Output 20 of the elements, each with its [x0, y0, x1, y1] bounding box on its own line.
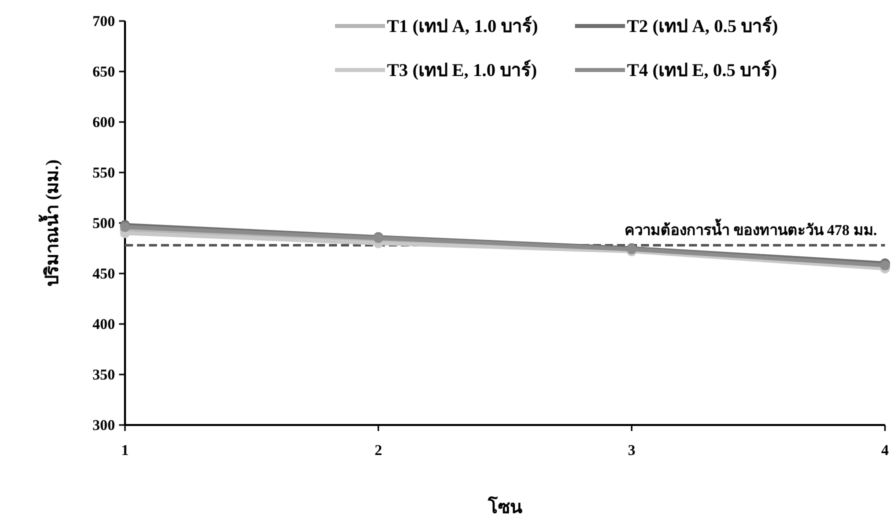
x-tick-label: 2: [374, 443, 382, 459]
y-axis-title: ปริมาณน้ำ (มม.): [38, 160, 62, 286]
y-tick-label: 700: [92, 14, 115, 30]
x-tick-label: 3: [628, 443, 636, 459]
y-tick-label: 350: [92, 368, 115, 384]
legend-label: T1 (เทป A, 1.0 บาร์): [387, 15, 538, 36]
ref-line-label: ความต้องการน้ำ ของทานตะวัน 478 มม.: [624, 218, 878, 240]
y-tick-label: 500: [92, 216, 115, 232]
y-tick-label: 650: [92, 64, 115, 80]
y-tick-label: 450: [92, 266, 115, 282]
legend-label: T3 (เทป E, 1.0 บาร์): [387, 59, 538, 80]
y-tick-label: 300: [92, 418, 115, 434]
y-tick-label: 400: [92, 317, 115, 333]
legend-label: T2 (เทป A, 0.5 บาร์): [627, 15, 778, 36]
y-tick-label: 550: [92, 166, 115, 182]
x-tick-label: 4: [881, 443, 890, 459]
y-tick-label: 600: [92, 115, 115, 131]
legend-label: T4 (เทป E, 0.5 บาร์): [627, 59, 778, 80]
x-axis-title: โซน: [487, 496, 523, 517]
x-tick-label: 1: [121, 443, 129, 459]
